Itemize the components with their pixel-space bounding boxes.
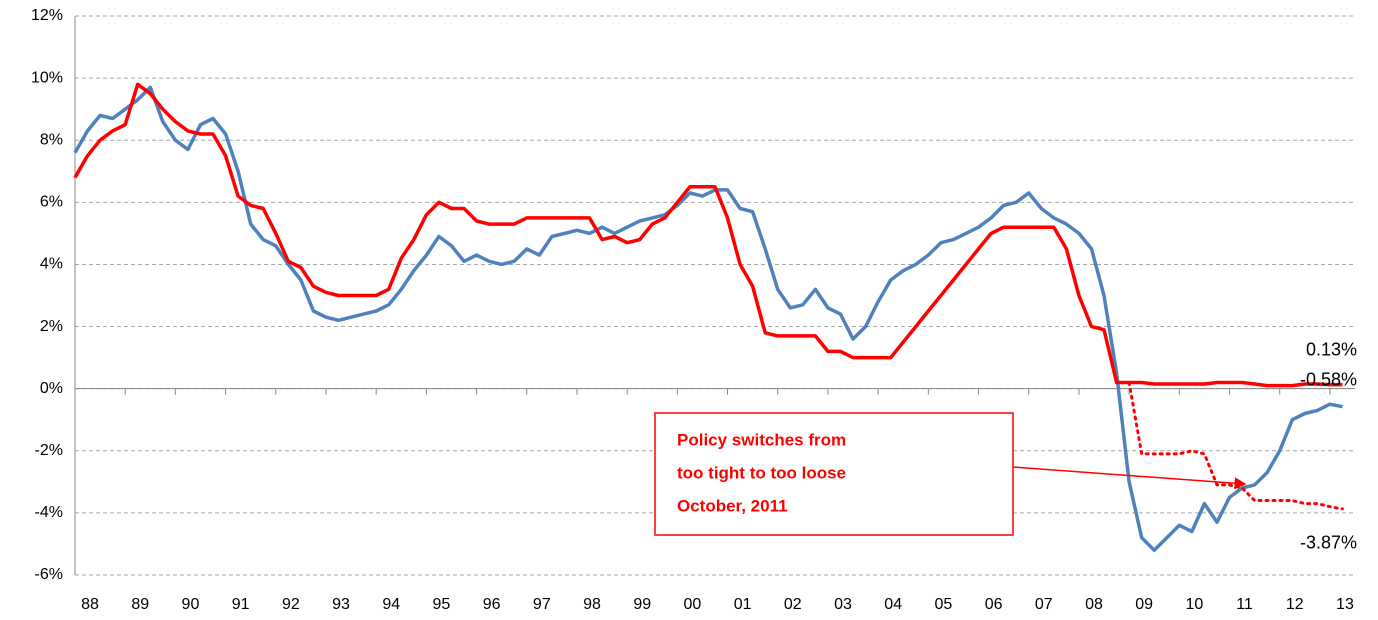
y-tick-label: 12% bbox=[31, 7, 63, 24]
y-tick-label: -6% bbox=[35, 566, 63, 583]
x-tick-label: 06 bbox=[985, 596, 1003, 613]
x-tick-label: 95 bbox=[433, 596, 451, 613]
x-tick-label: 96 bbox=[483, 596, 501, 613]
series-line bbox=[73, 85, 1343, 552]
x-tick-label: 12 bbox=[1286, 596, 1304, 613]
x-tick-label: 92 bbox=[282, 596, 300, 613]
x-tick-label: 02 bbox=[784, 596, 802, 613]
annotation-text: Policy switches from bbox=[677, 430, 846, 449]
x-tick-label: 10 bbox=[1185, 596, 1203, 613]
annotation-text: too tight to too loose bbox=[677, 463, 846, 482]
x-tick-label: 93 bbox=[332, 596, 350, 613]
annotation-box bbox=[654, 412, 1014, 536]
x-tick-label: 09 bbox=[1135, 596, 1153, 613]
y-tick-label: -2% bbox=[35, 442, 63, 459]
x-tick-label: 13 bbox=[1336, 596, 1354, 613]
x-tick-label: 01 bbox=[734, 596, 752, 613]
x-tick-label: 99 bbox=[633, 596, 651, 613]
y-tick-label: 8% bbox=[40, 131, 63, 148]
x-tick-label: 04 bbox=[884, 596, 902, 613]
annotation-arrow bbox=[1012, 466, 1247, 490]
x-tick-label: 97 bbox=[533, 596, 551, 613]
x-tick-label: 05 bbox=[934, 596, 952, 613]
x-tick-label: 98 bbox=[583, 596, 601, 613]
y-tick-label: 6% bbox=[40, 194, 63, 211]
x-tick-label: 03 bbox=[834, 596, 852, 613]
series-line bbox=[1127, 381, 1344, 511]
x-tick-label: 90 bbox=[182, 596, 200, 613]
y-tick-label: -4% bbox=[35, 504, 63, 521]
x-tick-label: 94 bbox=[382, 596, 400, 613]
y-tick-label: 4% bbox=[40, 256, 63, 273]
x-tick-label: 08 bbox=[1085, 596, 1103, 613]
x-tick-label: 88 bbox=[81, 596, 99, 613]
y-tick-label: 0% bbox=[40, 380, 63, 397]
x-tick-label: 89 bbox=[131, 596, 149, 613]
end-label: -0.58% bbox=[1300, 369, 1357, 389]
x-tick-label: 11 bbox=[1236, 596, 1253, 613]
series-line bbox=[73, 82, 1343, 388]
y-tick-label: 10% bbox=[31, 69, 63, 86]
annotation-text: October, 2011 bbox=[677, 496, 788, 515]
y-tick-label: 2% bbox=[40, 318, 63, 335]
x-tick-label: 00 bbox=[684, 596, 702, 613]
end-label: 0.13% bbox=[1306, 339, 1357, 359]
x-tick-label: 91 bbox=[232, 596, 250, 613]
end-label: -3.87% bbox=[1300, 533, 1357, 553]
x-tick-label: 07 bbox=[1035, 596, 1053, 613]
